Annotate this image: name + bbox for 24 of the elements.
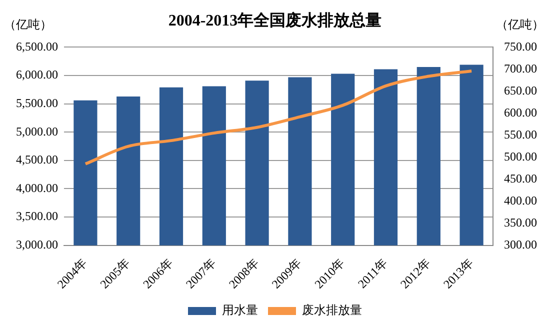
y-tick-label: 4,000.00 [16, 180, 58, 195]
y-tick-label: 3,000.00 [16, 238, 58, 252]
y-tick-label: 4,500.00 [16, 152, 58, 167]
y2-tick-label: 350.00 [504, 216, 537, 230]
legend-label: 废水排放量 [302, 303, 362, 318]
line-series [84, 69, 474, 166]
y2-tick-label: 600.00 [504, 105, 537, 120]
chart-title: 2004-2013年全国废水排放总量 [168, 12, 382, 30]
y2-axis-title: （亿吨） [496, 17, 544, 32]
y2-tick-label: 750.00 [504, 39, 537, 54]
y2-tick-label: 650.00 [504, 83, 537, 98]
y-tick-label: 3,500.00 [16, 209, 58, 224]
legend-label: 用水量 [222, 303, 258, 318]
y2-tick-label: 400.00 [504, 193, 537, 208]
y-tick-label: 6,500.00 [16, 39, 58, 54]
y2-tick-label: 550.00 [504, 127, 537, 142]
y2-tick-label: 500.00 [504, 149, 537, 164]
y2-tick-label: 450.00 [504, 171, 537, 186]
y-tick-label: 6,000.00 [16, 68, 58, 82]
y-tick-label: 5,000.00 [16, 124, 58, 138]
y-axis-title: （亿吨） [4, 17, 52, 32]
y-tick-label: 5,500.00 [16, 96, 58, 110]
y2-tick-label: 300.00 [504, 238, 537, 252]
y2-tick-label: 700.00 [504, 61, 537, 76]
